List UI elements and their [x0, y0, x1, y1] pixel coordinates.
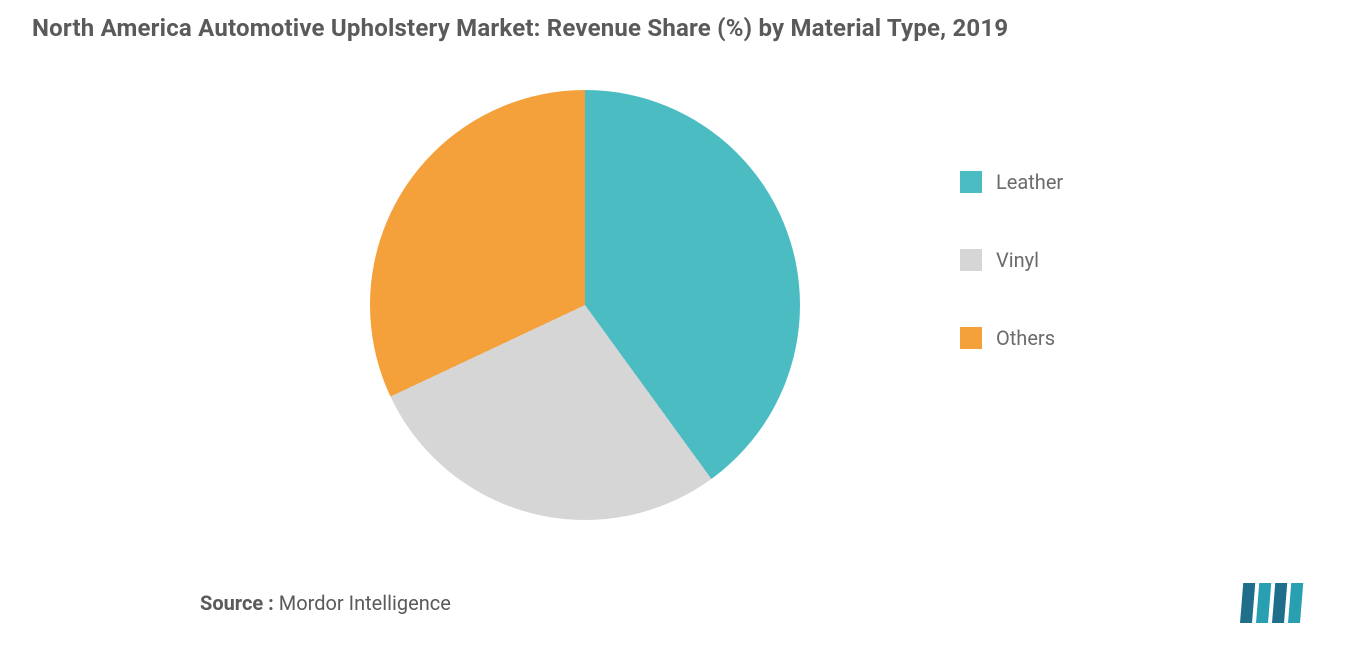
- source-attribution: Source : Mordor Intelligence: [200, 591, 451, 615]
- legend-item: Vinyl: [960, 248, 1063, 272]
- legend-item: Leather: [960, 170, 1063, 194]
- brand-logo: [1236, 581, 1306, 625]
- pie-chart: [370, 90, 800, 520]
- legend-swatch: [960, 249, 982, 271]
- chart-title: North America Automotive Upholstery Mark…: [32, 14, 1346, 42]
- source-value: Mordor Intelligence: [279, 591, 451, 615]
- legend-label: Others: [996, 326, 1055, 350]
- legend-label: Vinyl: [996, 248, 1039, 272]
- legend-item: Others: [960, 326, 1063, 350]
- source-label: Source :: [200, 591, 274, 615]
- legend-swatch: [960, 327, 982, 349]
- logo-bar: [1256, 583, 1271, 623]
- logo-bar: [1240, 583, 1255, 623]
- pie-graphic: [370, 90, 800, 520]
- legend-label: Leather: [996, 170, 1063, 194]
- logo-bar: [1272, 583, 1287, 623]
- legend-swatch: [960, 171, 982, 193]
- legend: Leather Vinyl Others: [960, 170, 1063, 350]
- logo-bar: [1288, 583, 1303, 623]
